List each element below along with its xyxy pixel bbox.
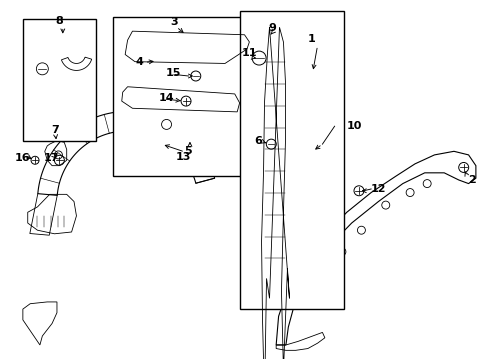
Text: 15: 15	[166, 68, 181, 78]
Text: 9: 9	[268, 23, 276, 33]
Text: 6: 6	[254, 136, 262, 145]
Text: 2: 2	[468, 175, 475, 185]
Bar	[113, 17, 249, 176]
Text: 13: 13	[176, 152, 191, 162]
Text: 3: 3	[170, 17, 177, 27]
Text: 7: 7	[52, 125, 59, 135]
Text: 16: 16	[15, 153, 31, 163]
Bar	[23, 19, 96, 140]
Text: 11: 11	[241, 48, 257, 58]
Bar	[239, 12, 344, 309]
Text: 5: 5	[184, 146, 192, 156]
Text: 10: 10	[346, 121, 361, 131]
Text: 12: 12	[370, 184, 386, 194]
Text: 1: 1	[307, 35, 315, 44]
Text: 8: 8	[56, 17, 63, 27]
Text: 14: 14	[159, 93, 174, 103]
Text: 4: 4	[136, 57, 143, 67]
Text: 17: 17	[43, 153, 59, 163]
